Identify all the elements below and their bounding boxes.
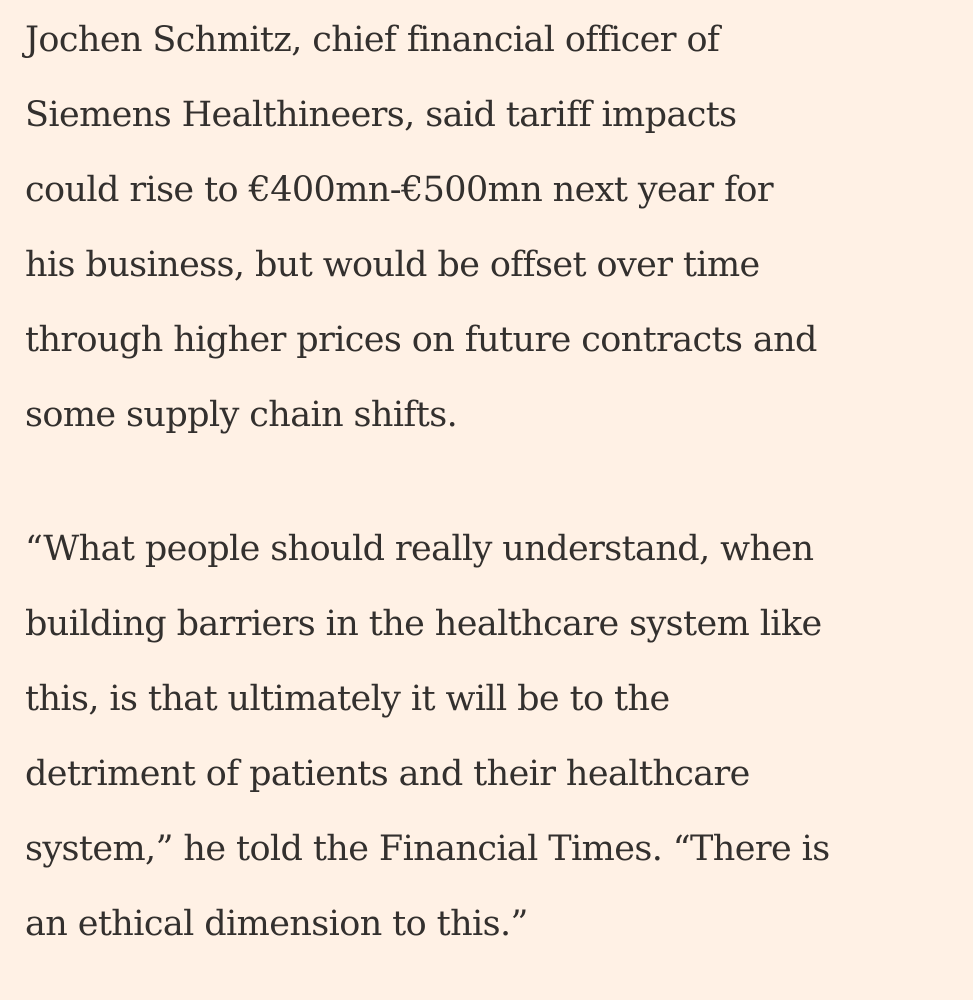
paragraph-line: “What people should really understand, w… bbox=[25, 529, 814, 569]
paragraph-line: Siemens Healthineers, said tariff impact… bbox=[25, 95, 737, 135]
article-paragraph: Jochen Schmitz, chief financial officer … bbox=[25, 3, 817, 453]
paragraph-line: this, is that ultimately it will be to t… bbox=[25, 679, 670, 719]
paragraph-line: detriment of patients and their healthca… bbox=[25, 754, 750, 794]
paragraph-line: system,” he told the Financial Times. “T… bbox=[25, 829, 830, 869]
paragraph-line: an ethical dimension to this.” bbox=[25, 904, 528, 944]
paragraph-line: Jochen Schmitz, chief financial officer … bbox=[25, 20, 720, 60]
article-paragraph-quote: “What people should really understand, w… bbox=[25, 512, 830, 962]
paragraph-line: his business, but would be offset over t… bbox=[25, 245, 760, 285]
paragraph-line: could rise to €400mn-€500mn next year fo… bbox=[25, 170, 774, 210]
paragraph-line: building barriers in the healthcare syst… bbox=[25, 604, 822, 644]
paragraph-line: through higher prices on future contract… bbox=[25, 320, 817, 360]
paragraph-line: some supply chain shifts. bbox=[25, 395, 458, 435]
